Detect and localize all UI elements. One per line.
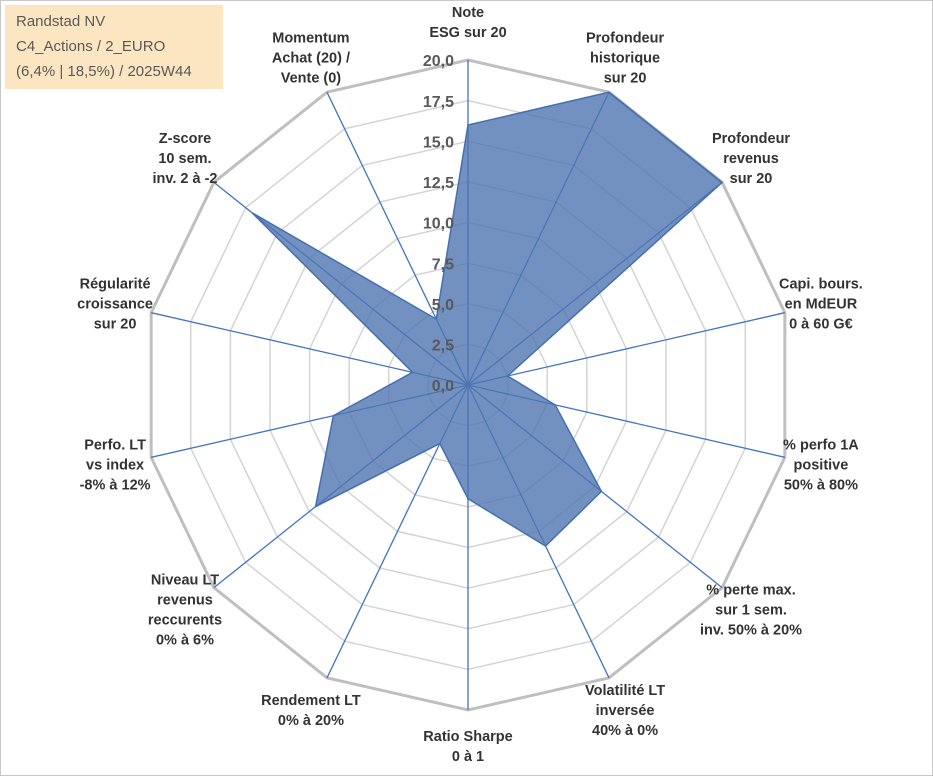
category-label: Z-score [159,131,211,147]
category-label: 40% à 0% [592,723,658,739]
category-label: 10 sem. [158,151,211,167]
category-label: sur 20 [604,71,647,87]
category-label: Niveau LT [151,573,219,589]
category-label: Vente (0) [281,71,342,87]
category-label: 0% à 20% [278,713,344,729]
category-label: Capi. bours. [779,276,863,292]
category-label: ESG sur 20 [429,25,506,41]
category-label: Achat (20) / [272,51,350,67]
tick-label: 20,0 [423,53,454,70]
tick-label: 7,5 [432,256,454,273]
annotation: (6,4% | 18,5%) / 2025W44 [16,63,192,80]
category-label: sur 20 [730,171,773,187]
category-label: 0 à 60 G€ [789,316,853,332]
axis-line [467,312,785,386]
tick-label: 17,5 [423,94,454,111]
tick-label: 5,0 [432,297,454,314]
category-label: Profondeur [712,131,790,147]
category-label: Régularité [80,276,151,292]
category-label: Momentum [272,31,349,47]
category-label: sur 1 sem. [715,603,787,619]
category-label: Rendement LT [261,693,361,709]
tick-label: 12,5 [423,175,454,192]
category-label: historique [590,51,660,67]
category-label: Profondeur [586,31,664,47]
category-label: revenus [157,593,213,609]
annotation-box [5,5,223,89]
category-label: Ratio Sharpe [423,729,512,745]
category-label: inv. 50% à 20% [700,623,802,639]
category-label: -8% à 12% [80,477,151,493]
annotation: C4_Actions / 2_EURO [16,38,165,55]
category-label: positive [794,457,849,473]
annotation: Randstad NV [16,13,105,30]
category-label: % perfo 1A [783,437,859,453]
category-label: revenus [723,151,779,167]
category-label: inv. 2 à -2 [152,171,217,187]
category-label: % perte max. [706,583,795,599]
category-label: inversée [596,703,655,719]
category-label: Volatilité LT [585,683,665,699]
category-label: Perfo. LT [84,437,146,453]
category-label: Note [452,5,484,21]
tick-label: 2,5 [432,338,454,355]
tick-label: 15,0 [423,134,454,151]
category-label: croissance [77,296,153,312]
radar-area [251,91,724,547]
tick-label: 10,0 [423,216,454,233]
category-label: vs index [86,457,144,473]
category-label: 50% à 80% [784,477,858,493]
category-label: 0% à 6% [156,633,214,649]
category-label: 0 à 1 [452,749,484,765]
tick-label: 0,0 [432,378,454,395]
category-label: reccurents [148,613,222,629]
category-label: en MdEUR [785,296,858,312]
category-label: sur 20 [94,316,137,332]
